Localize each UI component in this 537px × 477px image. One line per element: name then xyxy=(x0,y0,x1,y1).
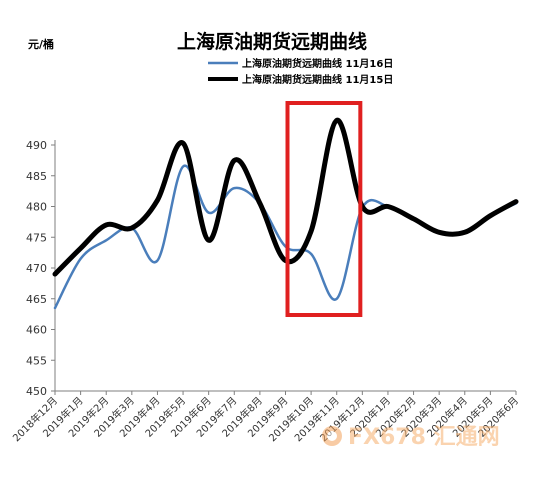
y-tick-label: 470 xyxy=(26,262,47,275)
axes: 4504554604654704754804854902018年12月2019年… xyxy=(10,139,521,444)
series-line-2 xyxy=(52,117,519,277)
legend-label-2: 上海原油期货远期曲线 11月15日 xyxy=(242,73,393,86)
y-axis-unit-label: 元/桶 xyxy=(28,37,54,51)
chart-title: 上海原油期货远期曲线 xyxy=(177,30,367,53)
plot-area xyxy=(52,117,519,310)
legend-label-1: 上海原油期货远期曲线 11月16日 xyxy=(242,57,393,70)
y-tick-label: 455 xyxy=(26,354,47,367)
watermark: FX678 汇通网 xyxy=(322,425,500,450)
y-tick-label: 460 xyxy=(26,324,47,337)
watermark-text: FX678 汇通网 xyxy=(348,425,500,450)
y-tick-label: 450 xyxy=(26,385,47,398)
x-tick-label: 2018年12月 xyxy=(10,394,60,444)
y-tick-label: 485 xyxy=(26,170,47,183)
y-tick-label: 480 xyxy=(26,201,47,214)
highlight-box xyxy=(285,101,363,317)
y-tick-label: 490 xyxy=(26,139,47,152)
y-tick-label: 475 xyxy=(26,231,47,244)
watermark-logo-icon-inner xyxy=(327,431,337,441)
y-tick-label: 465 xyxy=(26,293,47,306)
annotations xyxy=(285,101,363,317)
